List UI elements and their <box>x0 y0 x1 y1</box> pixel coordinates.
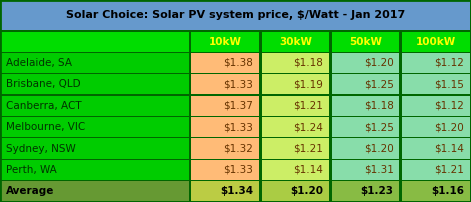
Bar <box>332 32 399 52</box>
Text: $1.20: $1.20 <box>291 186 324 196</box>
Text: $1.25: $1.25 <box>364 79 394 89</box>
Bar <box>191 160 259 180</box>
Bar <box>261 138 329 159</box>
Text: $1.21: $1.21 <box>434 165 464 175</box>
Bar <box>191 74 259 95</box>
Bar <box>1 1 470 30</box>
Text: $1.33: $1.33 <box>223 79 253 89</box>
Bar <box>1 32 188 52</box>
Text: Melbourne, VIC: Melbourne, VIC <box>6 122 85 132</box>
Bar <box>402 32 470 52</box>
Bar <box>332 53 399 73</box>
Text: $1.33: $1.33 <box>223 122 253 132</box>
Bar <box>402 160 470 180</box>
Bar <box>261 117 329 137</box>
Text: $1.15: $1.15 <box>434 79 464 89</box>
Text: $1.38: $1.38 <box>223 58 253 68</box>
Text: 30kW: 30kW <box>279 37 312 47</box>
Bar <box>332 138 399 159</box>
Text: 100kW: 100kW <box>416 37 456 47</box>
Text: Brisbane, QLD: Brisbane, QLD <box>6 79 81 89</box>
Text: $1.16: $1.16 <box>431 186 464 196</box>
Text: $1.23: $1.23 <box>361 186 394 196</box>
Text: $1.14: $1.14 <box>293 165 324 175</box>
Bar <box>402 181 470 201</box>
Bar <box>261 96 329 116</box>
Text: Sydney, NSW: Sydney, NSW <box>6 144 76 154</box>
Bar <box>332 96 399 116</box>
Text: $1.33: $1.33 <box>223 165 253 175</box>
Bar <box>402 96 470 116</box>
Bar <box>261 53 329 73</box>
Text: $1.37: $1.37 <box>223 101 253 111</box>
Bar <box>261 74 329 95</box>
Bar <box>332 181 399 201</box>
Text: $1.34: $1.34 <box>220 186 253 196</box>
Bar <box>402 53 470 73</box>
Bar <box>261 32 329 52</box>
Text: $1.32: $1.32 <box>223 144 253 154</box>
Text: $1.20: $1.20 <box>434 122 464 132</box>
Text: $1.18: $1.18 <box>364 101 394 111</box>
Text: 10kW: 10kW <box>209 37 242 47</box>
Text: 50kW: 50kW <box>349 37 382 47</box>
Text: $1.12: $1.12 <box>434 58 464 68</box>
Text: $1.12: $1.12 <box>434 101 464 111</box>
Text: $1.21: $1.21 <box>293 101 324 111</box>
Bar <box>191 117 259 137</box>
Bar <box>1 117 188 137</box>
Bar <box>191 138 259 159</box>
Bar <box>1 96 188 116</box>
Text: Adelaide, SA: Adelaide, SA <box>6 58 72 68</box>
Text: $1.20: $1.20 <box>364 144 394 154</box>
Text: Canberra, ACT: Canberra, ACT <box>6 101 82 111</box>
Text: Perth, WA: Perth, WA <box>6 165 57 175</box>
Bar <box>1 53 188 73</box>
Bar <box>402 117 470 137</box>
Text: $1.14: $1.14 <box>434 144 464 154</box>
Bar <box>261 181 329 201</box>
Text: $1.20: $1.20 <box>364 58 394 68</box>
Bar <box>191 53 259 73</box>
Bar <box>191 181 259 201</box>
Bar <box>1 160 188 180</box>
Bar <box>191 32 259 52</box>
Bar <box>332 117 399 137</box>
Text: $1.24: $1.24 <box>293 122 324 132</box>
Text: $1.19: $1.19 <box>293 79 324 89</box>
Bar <box>332 74 399 95</box>
Text: $1.21: $1.21 <box>293 144 324 154</box>
Bar <box>332 160 399 180</box>
Bar <box>402 74 470 95</box>
Text: Average: Average <box>6 186 55 196</box>
Bar <box>402 138 470 159</box>
Bar <box>1 138 188 159</box>
Text: $1.18: $1.18 <box>293 58 324 68</box>
Bar <box>1 181 188 201</box>
Bar <box>191 96 259 116</box>
Bar <box>261 160 329 180</box>
Text: Solar Choice: Solar PV system price, $/Watt - Jan 2017: Solar Choice: Solar PV system price, $/W… <box>66 11 405 20</box>
Text: $1.25: $1.25 <box>364 122 394 132</box>
Text: $1.31: $1.31 <box>364 165 394 175</box>
Bar <box>1 74 188 95</box>
